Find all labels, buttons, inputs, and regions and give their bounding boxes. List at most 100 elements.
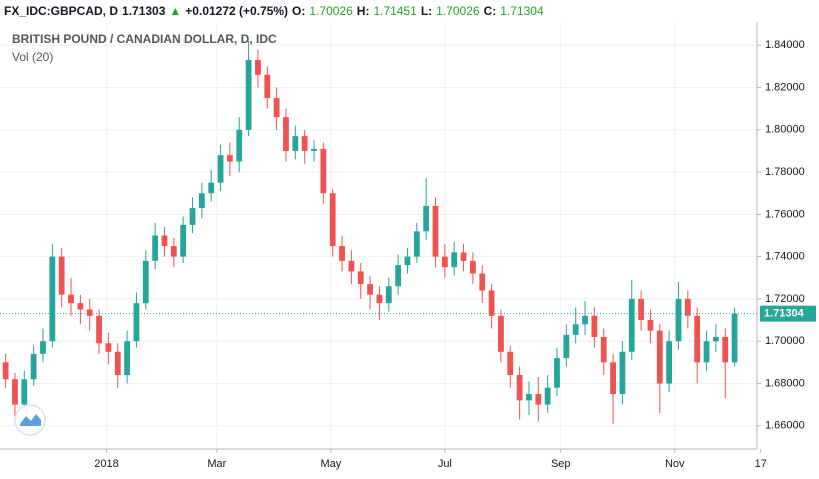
candle-body	[161, 235, 168, 247]
candle-body	[77, 303, 84, 310]
x-tick-label: 2018	[94, 458, 118, 470]
candle-body	[273, 98, 280, 118]
x-tick-label: Jul	[438, 458, 452, 470]
candle-body	[301, 136, 308, 151]
candle-body	[96, 315, 102, 344]
candle-body	[656, 330, 663, 384]
candle-body	[441, 256, 448, 268]
y-tick-label: 1.70000	[765, 335, 805, 347]
close-label: C:	[483, 4, 497, 18]
x-tick-label: 17	[755, 458, 767, 470]
candle-body	[638, 298, 645, 321]
candle-body	[21, 379, 28, 405]
candle-body	[49, 256, 56, 342]
candle-body	[498, 315, 504, 352]
y-tick-label: 1.76000	[765, 208, 805, 220]
candle-body	[684, 298, 691, 316]
logo-mark	[20, 414, 41, 426]
y-tick-label: 1.66000	[765, 420, 805, 432]
candle-body	[40, 341, 46, 354]
candle-body	[469, 260, 476, 274]
x-tick-label: Nov	[665, 458, 685, 470]
candle-body	[591, 315, 598, 337]
candle-body	[180, 224, 187, 257]
candle-body	[423, 205, 430, 232]
candle-body	[283, 117, 289, 151]
candle-body	[722, 336, 729, 363]
candle-body	[189, 208, 196, 225]
change: +0.01272 (+0.75%)	[185, 4, 289, 18]
x-tick-label: Mar	[207, 458, 226, 470]
candle-body	[712, 336, 719, 342]
candle-body	[451, 252, 458, 268]
candle-body	[236, 129, 243, 162]
candle-body	[152, 235, 159, 261]
high-value: 1.71451	[373, 4, 417, 18]
candle-body	[666, 341, 673, 384]
candle-body	[703, 341, 710, 363]
candle-body	[2, 362, 9, 380]
quote-header: FX_IDC:GBPCAD, D 1.71303 ▲ +0.01272 (+0.…	[4, 2, 544, 20]
open-label: O:	[292, 4, 306, 18]
candle-body	[227, 155, 233, 162]
candle-body	[385, 286, 392, 304]
x-tick-label: May	[320, 458, 341, 470]
last-price: 1.71303	[122, 4, 166, 18]
candle-body	[311, 148, 317, 151]
candle-body	[516, 375, 523, 401]
x-tick-label: Sep	[551, 458, 571, 470]
y-tick-label: 1.72000	[765, 293, 805, 305]
y-tick-label: 1.68000	[765, 377, 805, 389]
candle-body	[395, 265, 402, 287]
candle-body	[535, 394, 542, 405]
chart-title: BRITISH POUND / CANADIAN DOLLAR, D, IDC	[12, 32, 277, 46]
logo	[14, 404, 46, 436]
candle-body	[572, 324, 579, 335]
candle-body	[170, 246, 177, 257]
candle-body	[563, 334, 570, 359]
y-tick-label: 1.74000	[765, 251, 805, 263]
candle-body	[488, 290, 495, 316]
candle-body	[339, 246, 345, 261]
candle-body	[245, 60, 252, 130]
candle-body	[507, 351, 514, 376]
close-value: 1.71304	[500, 4, 544, 18]
candle-body	[292, 136, 299, 151]
symbol: FX_IDC:GBPCAD, D	[4, 4, 119, 18]
candle-body	[694, 315, 701, 363]
candle-body	[432, 205, 439, 257]
candle-body	[329, 193, 336, 247]
y-tick-label: 1.82000	[765, 81, 805, 93]
candle-body	[610, 362, 616, 395]
open-value: 1.70026	[309, 4, 353, 18]
price-tag	[760, 305, 816, 322]
candle-body	[582, 315, 588, 325]
candle-body	[58, 256, 65, 295]
candle-body	[124, 341, 130, 376]
high-label: H:	[356, 4, 370, 18]
candle-body	[30, 353, 37, 380]
candle-body	[647, 320, 654, 331]
volume-label: Vol (20)	[12, 50, 53, 64]
candle-body	[731, 313, 738, 363]
candle-body	[367, 284, 373, 295]
candle-body	[544, 387, 551, 405]
y-tick-label: 1.78000	[765, 166, 805, 178]
candle-body	[619, 351, 626, 395]
candle-body	[264, 74, 271, 99]
candle-body	[133, 303, 140, 342]
candle-body	[217, 155, 224, 183]
low-label: L:	[420, 4, 433, 18]
candle-body	[600, 336, 607, 363]
candle-body	[255, 60, 261, 75]
candle-body	[376, 294, 383, 304]
candle-body	[114, 351, 121, 376]
candle-body	[12, 379, 18, 405]
candle-body	[628, 298, 635, 352]
low-value: 1.70026	[436, 4, 480, 18]
candle-body	[554, 358, 560, 388]
candle-body	[68, 294, 74, 304]
candle-body	[320, 148, 327, 194]
